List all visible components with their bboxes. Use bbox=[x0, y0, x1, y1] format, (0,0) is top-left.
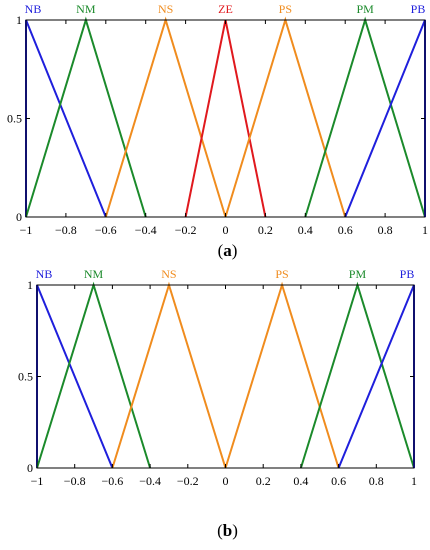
y-tick-label: 0.5 bbox=[7, 112, 22, 126]
x-tick-label: −0.4 bbox=[135, 223, 157, 237]
set-label-nm: NM bbox=[84, 267, 104, 281]
plot-frame bbox=[36, 284, 415, 469]
plot-frame bbox=[25, 19, 426, 218]
x-tick-label: −0.6 bbox=[102, 474, 124, 488]
set-label-ns: NS bbox=[158, 2, 173, 16]
series-line-ns bbox=[111, 281, 227, 469]
set-label-pm: PM bbox=[349, 267, 367, 281]
x-tick-label: 0.6 bbox=[338, 223, 353, 237]
x-tick-label: 0.2 bbox=[256, 474, 271, 488]
x-tick-label: 0.4 bbox=[298, 223, 313, 237]
set-label-ps: PS bbox=[275, 267, 288, 281]
y-tick-label: 0.5 bbox=[18, 370, 33, 384]
series-line-ns bbox=[104, 16, 227, 218]
set-label-ns: NS bbox=[161, 267, 176, 281]
series-line-ze bbox=[184, 19, 267, 218]
y-tick-label: 0 bbox=[27, 461, 33, 475]
panel-caption: (b) bbox=[217, 521, 238, 540]
x-tick-label: 0 bbox=[223, 223, 229, 237]
x-tick-label: 0.8 bbox=[378, 223, 393, 237]
x-tick-label: −0.2 bbox=[175, 223, 197, 237]
set-label-nb: NB bbox=[36, 267, 53, 281]
x-tick-label: 0.4 bbox=[293, 474, 308, 488]
series-line-ps bbox=[224, 281, 340, 469]
x-tick-label: −1 bbox=[20, 223, 33, 237]
set-label-pm: PM bbox=[356, 2, 374, 16]
series-line-nm bbox=[36, 281, 152, 469]
set-label-pb: PB bbox=[400, 267, 415, 281]
set-label-nb: NB bbox=[25, 2, 42, 16]
y-tick-label: 1 bbox=[27, 278, 33, 292]
set-label-pb: PB bbox=[411, 2, 426, 16]
x-tick-label: 0 bbox=[223, 474, 229, 488]
x-tick-label: −0.2 bbox=[177, 474, 199, 488]
series-line-pm bbox=[299, 281, 415, 469]
y-tick-label: 1 bbox=[16, 13, 22, 27]
series-line-nm bbox=[25, 16, 147, 218]
x-tick-label: −0.8 bbox=[55, 223, 77, 237]
x-tick-label: 1 bbox=[422, 223, 428, 237]
x-tick-label: 1 bbox=[411, 474, 417, 488]
y-tick-label: 0 bbox=[16, 210, 22, 224]
x-tick-label: −0.8 bbox=[64, 474, 86, 488]
x-tick-label: 0.8 bbox=[369, 474, 384, 488]
x-tick-label: −0.4 bbox=[139, 474, 161, 488]
x-tick-label: 0.6 bbox=[331, 474, 346, 488]
series-line-pm bbox=[304, 16, 426, 218]
set-label-ze: ZE bbox=[218, 2, 233, 16]
x-tick-label: 0.2 bbox=[258, 223, 273, 237]
set-label-nm: NM bbox=[76, 2, 96, 16]
panel-caption: (a) bbox=[218, 241, 238, 260]
series-line-ps bbox=[224, 16, 347, 218]
set-label-ps: PS bbox=[279, 2, 292, 16]
x-tick-label: −1 bbox=[31, 474, 44, 488]
x-tick-label: −0.6 bbox=[95, 223, 117, 237]
